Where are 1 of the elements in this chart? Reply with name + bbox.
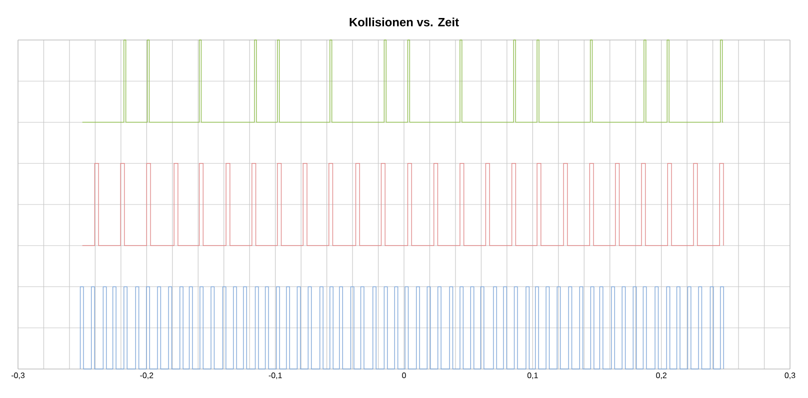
chart-title: Kollisionen vs. Zeit [350,18,459,26]
